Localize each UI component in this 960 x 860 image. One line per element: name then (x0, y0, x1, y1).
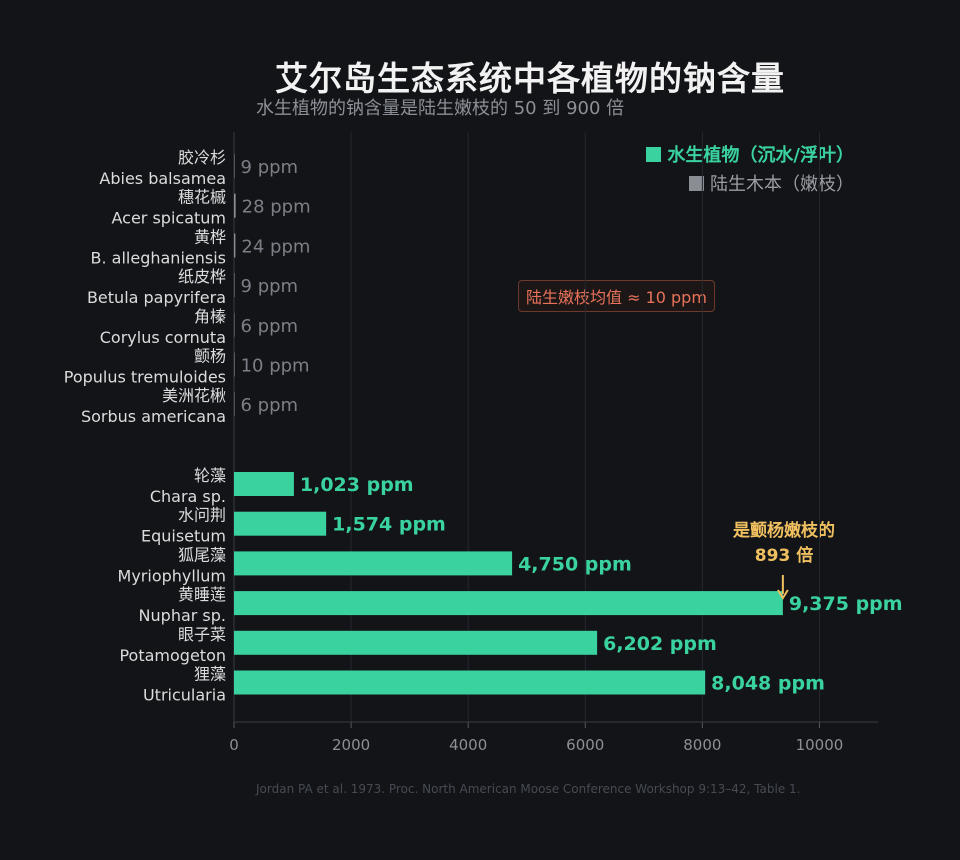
x-tick-label: 8000 (683, 736, 721, 754)
bar (234, 670, 706, 695)
category-label-cn: 水问荆 (178, 506, 226, 525)
category-label-latin: Equisetum (141, 527, 226, 546)
data-label: 6 ppm (241, 316, 299, 337)
data-label: 10 ppm (241, 356, 310, 377)
category-label-latin: Betula papyrifera (87, 288, 226, 307)
bar (234, 591, 783, 616)
data-label: 9,375 ppm (789, 593, 903, 615)
category-label-cn: 狐尾藻 (178, 545, 226, 564)
category-label-latin: Utricularia (143, 686, 226, 705)
bar (234, 551, 513, 576)
bar (234, 472, 294, 496)
data-label: 1,574 ppm (332, 514, 446, 536)
legend-label-terrestrial: 陆生木本（嫩枝） (710, 174, 854, 195)
category-label-cn: 角榛 (194, 307, 226, 326)
max-value-callout: 是颤杨嫩枝的 893 倍 (704, 519, 864, 569)
x-tick-label: 4000 (449, 736, 487, 754)
legend-label-aquatic: 水生植物（沉水/浮叶） (667, 145, 854, 166)
bar (234, 154, 235, 178)
callout-arrow-head (777, 589, 789, 600)
bar (234, 233, 236, 258)
legend-swatch-aquatic (646, 146, 662, 162)
data-label: 4,750 ppm (518, 553, 632, 575)
terrestrial-average-annotation: 陆生嫩枝均值 ≈ 10 ppm (518, 280, 715, 312)
category-label-latin: Corylus cornuta (100, 328, 226, 347)
category-label-cn: 黄睡莲 (178, 585, 226, 604)
source-citation: Jordan PA et al. 1973. Proc. North Ameri… (256, 782, 801, 796)
bar (234, 630, 598, 655)
category-label-cn: 胶冷杉 (178, 148, 226, 167)
category-label-latin: Potamogeton (119, 646, 226, 665)
data-label: 8,048 ppm (711, 673, 825, 695)
bar (234, 193, 236, 218)
bar (234, 511, 327, 536)
category-label-cn: 眼子菜 (178, 625, 226, 644)
bar (234, 352, 235, 377)
category-label-cn: 穗花槭 (178, 188, 226, 207)
category-label-latin: B. alleghaniensis (91, 248, 226, 267)
category-label-latin: Sorbus americana (81, 407, 226, 426)
legend-item-aquatic: 水生植物（沉水/浮叶） (646, 141, 854, 167)
x-tick-label: 0 (229, 736, 239, 754)
category-label-latin: Chara sp. (150, 487, 226, 506)
category-label-cn: 轮藻 (194, 466, 226, 485)
data-label: 6,202 ppm (603, 633, 717, 655)
category-label-latin: Acer spicatum (111, 209, 226, 228)
category-label-latin: Nuphar sp. (139, 606, 226, 625)
legend-item-terrestrial: 陆生木本（嫩枝） (689, 170, 854, 196)
bar (234, 312, 235, 337)
x-tick-label: 2000 (332, 736, 370, 754)
data-label: 6 ppm (241, 395, 299, 416)
bar (234, 273, 235, 298)
category-label-latin: Myriophyllum (118, 566, 226, 585)
category-label-cn: 美洲花楸 (162, 386, 226, 405)
x-tick-label: 6000 (566, 736, 604, 754)
bar (234, 392, 235, 417)
category-label-cn: 狸藻 (194, 665, 226, 684)
category-label-latin: Abies balsamea (99, 169, 226, 188)
x-tick-label: 10000 (796, 736, 844, 754)
data-label: 9 ppm (241, 157, 299, 178)
data-label: 28 ppm (242, 197, 311, 218)
legend-swatch-terrestrial (689, 175, 704, 191)
data-label: 1,023 ppm (300, 474, 414, 496)
category-label-cn: 纸皮桦 (178, 267, 226, 286)
category-label-latin: Populus tremuloides (64, 368, 226, 387)
data-label: 9 ppm (241, 276, 299, 297)
category-label-cn: 颤杨 (194, 347, 226, 366)
chart-title: 艾尔岛生态系统中各植物的钠含量 (275, 59, 785, 98)
category-label-cn: 黄桦 (194, 227, 226, 246)
chart-subtitle: 水生植物的钠含量是陆生嫩枝的 50 到 900 倍 (256, 98, 625, 119)
data-label: 24 ppm (241, 236, 310, 257)
callout-line-2: 893 倍 (754, 546, 814, 566)
callout-line-1: 是颤杨嫩枝的 (733, 521, 835, 541)
